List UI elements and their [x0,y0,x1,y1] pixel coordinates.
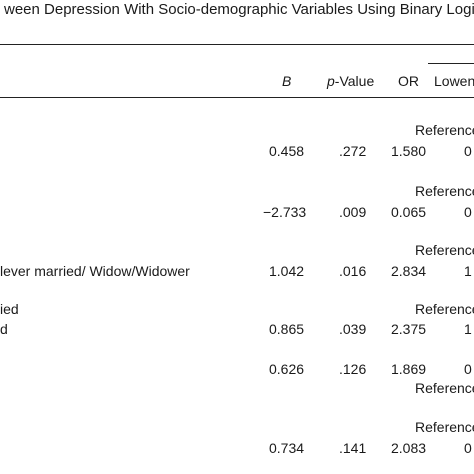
row-4-lower: 1 [464,321,472,337]
row-1-lower: 0 [464,143,472,159]
ci-header-rule [428,63,474,64]
reference-label: Reference [415,380,474,396]
row-5-lower: 0 [464,361,472,377]
row-2-p: .009 [339,204,367,220]
row-4-b: 0.865 [269,321,305,337]
reference-label: Reference [415,242,474,258]
reference-label: Reference [415,301,474,317]
row-3-label: lever married/ Widow/Widower [0,263,190,279]
reference-label: Reference [415,183,474,199]
header-b: B [282,73,292,89]
header-lower: Lowen [434,73,474,89]
row-5-p: .126 [339,361,367,377]
row-5-b: 0.626 [269,361,305,377]
row-5-or: 1.869 [391,361,427,377]
row-6-p: .141 [339,440,367,456]
row-6-lower: 0 [464,440,472,456]
row-3-b: 1.042 [269,263,305,279]
row-1-or: 1.580 [391,143,427,159]
row-4-or: 2.375 [391,321,427,337]
row-2-or: 0.065 [391,204,427,220]
row-2-lower: 0 [464,204,472,220]
reference-label: Reference [415,419,474,435]
header-or: OR [398,73,419,89]
row-4-label: d [0,321,8,337]
row-1-b: 0.458 [269,143,305,159]
top-rule [0,44,474,45]
header-p-value: p-Value [327,73,375,89]
row-4-label-above: ied [0,301,19,317]
row-3-or: 2.834 [391,263,427,279]
row-6-b: 0.734 [269,440,305,456]
row-3-lower: 1 [464,263,472,279]
row-4-p: .039 [339,321,367,337]
reference-label: Reference [415,122,474,138]
row-3-p: .016 [339,263,367,279]
row-1-p: .272 [339,143,367,159]
row-6-or: 2.083 [391,440,427,456]
row-2-b: −2.733 [263,204,307,220]
header-rule [0,97,474,98]
table-title: ween Depression With Socio-demographic V… [4,1,474,18]
